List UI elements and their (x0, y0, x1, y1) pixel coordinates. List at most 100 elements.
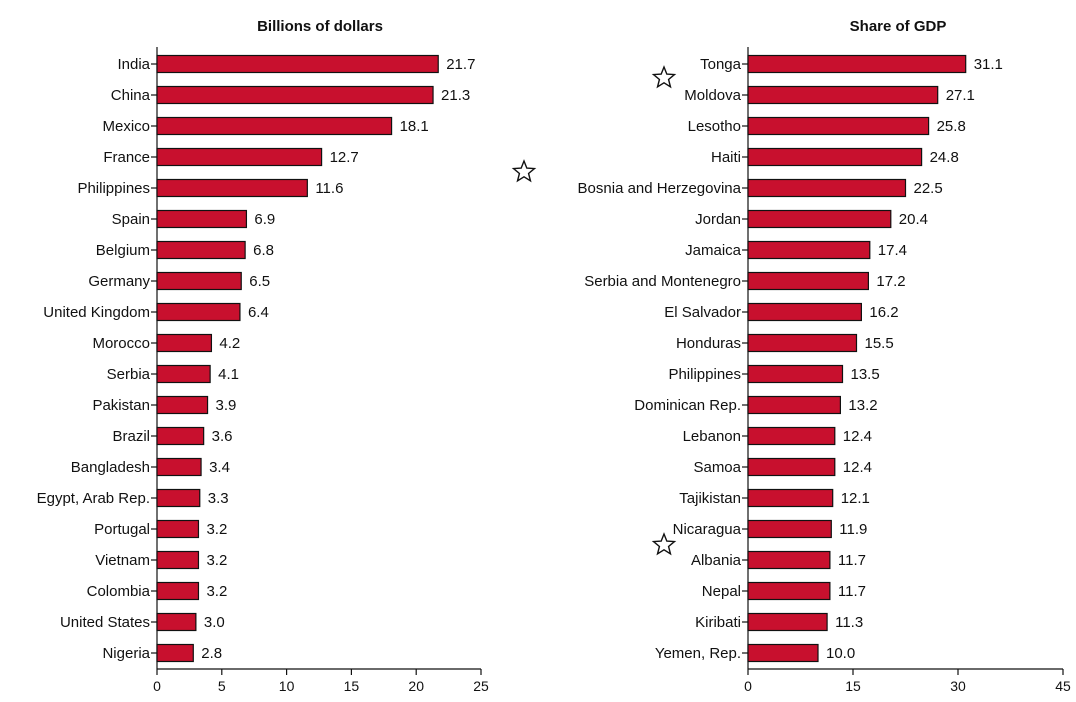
x-tick-label: 0 (153, 678, 161, 694)
category-label: Jamaica (685, 242, 742, 259)
category-label: Philippines (77, 180, 150, 197)
x-tick-label: 45 (1055, 678, 1071, 694)
bar (747, 302, 863, 322)
data-label: 21.7 (446, 56, 475, 73)
category-label: El Salvador (664, 304, 741, 321)
category-label: Brazil (112, 428, 150, 445)
data-label: 3.0 (204, 614, 225, 631)
bar (747, 550, 831, 570)
bar (747, 364, 844, 384)
category-label: Honduras (676, 335, 741, 352)
category-label: Nepal (702, 583, 741, 600)
bar (747, 333, 858, 353)
data-label: 3.2 (206, 521, 227, 538)
data-label: 17.4 (878, 242, 907, 259)
category-label: Serbia and Montenegro (584, 273, 741, 290)
data-label: 3.2 (206, 583, 227, 600)
category-label: Pakistan (92, 397, 150, 414)
bar (156, 333, 213, 353)
category-label: Haiti (711, 149, 741, 166)
data-label: 6.4 (248, 304, 269, 321)
bar (747, 271, 870, 291)
category-label: Dominican Rep. (634, 397, 741, 414)
bar (156, 85, 434, 105)
bar (747, 209, 892, 229)
data-label: 3.4 (209, 459, 230, 476)
bar (156, 519, 200, 539)
bar (156, 612, 197, 632)
data-label: 4.1 (218, 366, 239, 383)
data-label: 11.6 (315, 180, 343, 197)
category-label: Vietnam (95, 552, 150, 569)
data-label: 13.2 (848, 397, 877, 414)
data-label: 20.4 (899, 211, 928, 228)
category-label: Morocco (92, 335, 150, 352)
category-label: India (117, 56, 150, 73)
data-label: 31.1 (974, 56, 1003, 73)
chart-panel-2: Share of GDP 0 15 30 45 Tonga 31.1 Moldova 27.1 L… (511, 18, 1071, 694)
bar (747, 457, 836, 477)
star-icon (511, 159, 537, 183)
category-label: Albania (691, 552, 742, 569)
x-tick-label: 15 (845, 678, 861, 694)
data-label: 11.3 (835, 614, 863, 631)
category-label: United States (60, 614, 150, 631)
data-label: 6.8 (253, 242, 274, 259)
category-label: Egypt, Arab Rep. (37, 490, 150, 507)
data-label: 16.2 (869, 304, 898, 321)
bar (156, 488, 201, 508)
x-tick-label: 0 (744, 678, 752, 694)
bar (156, 54, 439, 74)
data-label: 12.4 (843, 428, 872, 445)
category-label: Mexico (102, 118, 150, 135)
category-label: Spain (112, 211, 150, 228)
bar (747, 178, 907, 198)
data-label: 3.6 (212, 428, 233, 445)
category-label: China (111, 87, 151, 104)
data-label: 11.9 (839, 521, 867, 538)
x-tick-label: 15 (344, 678, 360, 694)
data-label: 12.4 (843, 459, 872, 476)
bar (747, 519, 832, 539)
data-label: 6.5 (249, 273, 270, 290)
category-label: Lesotho (688, 118, 741, 135)
star-icon (651, 532, 677, 556)
bar (747, 85, 939, 105)
chart-panel-1: Billions of dollars 0 5 10 15 20 25 India 21.7 Ch… (37, 18, 489, 694)
bar (156, 178, 308, 198)
category-label: Bosnia and Herzegovina (578, 180, 742, 197)
x-tick-label: 25 (473, 678, 489, 694)
bar (747, 240, 871, 260)
category-label: Yemen, Rep. (655, 645, 741, 662)
data-label: 4.2 (219, 335, 240, 352)
data-label: 3.3 (208, 490, 229, 507)
bar (747, 612, 828, 632)
data-label: 18.1 (400, 118, 429, 135)
category-label: Kiribati (695, 614, 741, 631)
bar (156, 116, 393, 136)
bar (747, 147, 923, 167)
star-icon (651, 65, 677, 89)
x-tick-label: 10 (279, 678, 295, 694)
data-label: 22.5 (914, 180, 943, 197)
category-label: Philippines (668, 366, 741, 383)
x-tick-label: 20 (408, 678, 424, 694)
category-label: Colombia (87, 583, 151, 600)
category-label: Germany (88, 273, 150, 290)
category-label: Nigeria (102, 645, 150, 662)
category-label: Belgium (96, 242, 150, 259)
data-label: 3.2 (206, 552, 227, 569)
bar (156, 550, 200, 570)
data-label: 11.7 (838, 552, 866, 569)
category-label: Jordan (695, 211, 741, 228)
chart-title: Share of GDP (850, 18, 947, 35)
x-tick-label: 30 (950, 678, 966, 694)
category-label: Bangladesh (71, 459, 150, 476)
bar (156, 209, 248, 229)
data-label: 12.7 (330, 149, 359, 166)
data-label: 3.9 (216, 397, 237, 414)
category-label: Moldova (684, 87, 741, 104)
bar (747, 581, 831, 601)
bar (156, 271, 242, 291)
